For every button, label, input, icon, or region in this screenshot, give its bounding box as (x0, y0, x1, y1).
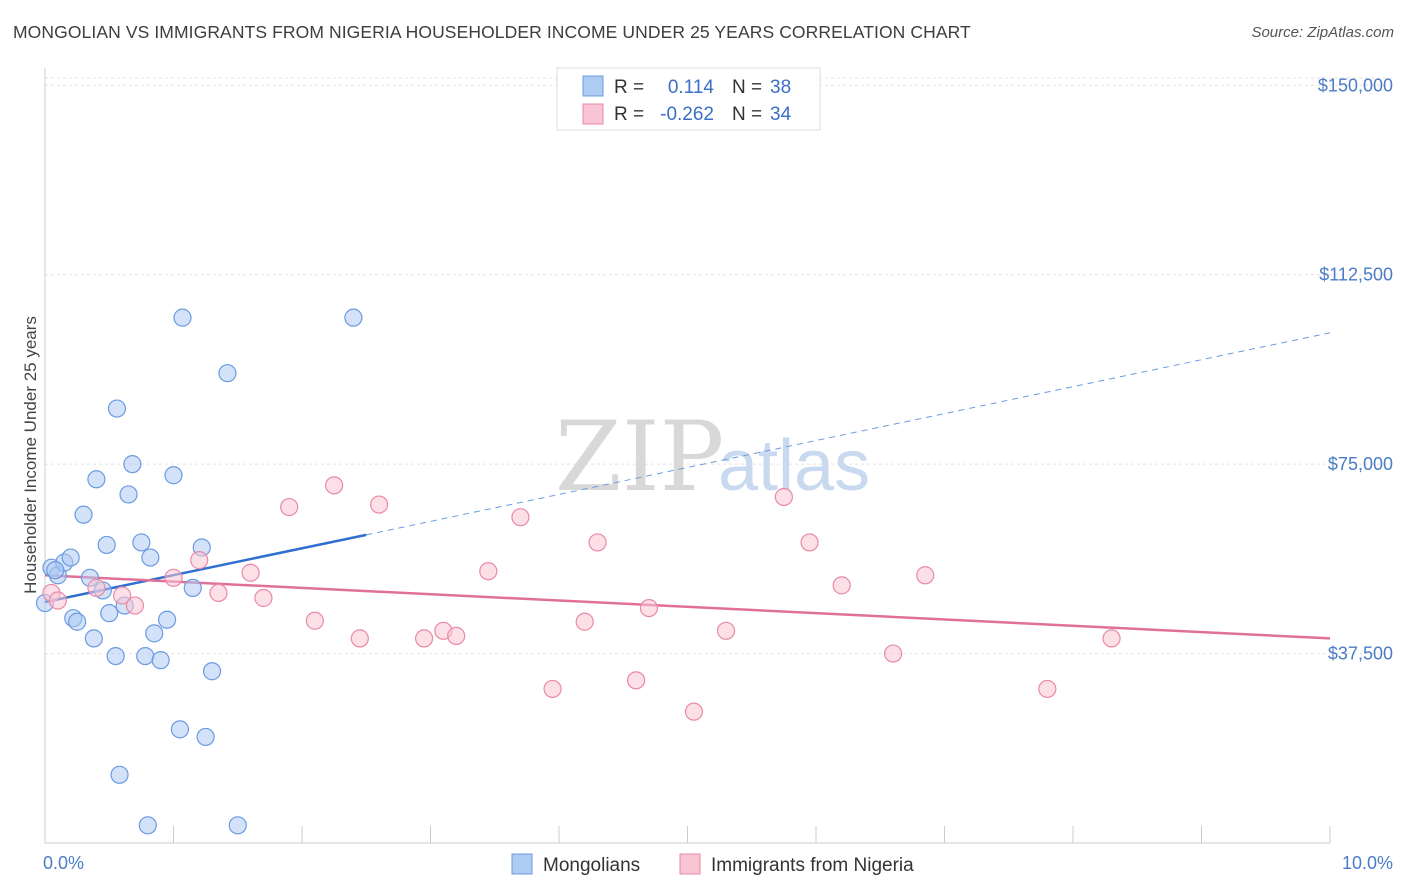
point-mongolians-12 (97, 535, 116, 555)
y-tick-label-1: $75,000 (1328, 454, 1393, 474)
point-nigeria-8 (280, 497, 299, 517)
bottom-legend: Mongolians Immigrants from Nigeria (511, 853, 914, 876)
point-nigeria-1 (112, 586, 132, 605)
y-tick-label-2: $112,500 (1319, 265, 1393, 285)
chart-title: MONGOLIAN VS IMMIGRANTS FROM NIGERIA HOU… (13, 22, 971, 42)
y-tick-label-3: $150,000 (1318, 75, 1393, 95)
point-mongolians-7 (74, 505, 93, 524)
x-tick-label-min: 0.0% (43, 853, 84, 873)
point-nigeria-3 (164, 568, 183, 587)
trend-line-nigeria (44, 574, 1331, 640)
bottom-legend-label-nigeria: Immigrants from Nigeria (711, 855, 914, 876)
point-nigeria-21 (626, 671, 646, 690)
legend-n-label-nigeria: N = (732, 104, 762, 125)
legend-n-label-mongolians: N = (732, 77, 762, 98)
point-mongolians-14 (106, 646, 125, 666)
point-nigeria-2 (125, 596, 145, 615)
point-nigeria-22 (639, 598, 659, 618)
point-mongolians-37 (46, 561, 65, 580)
bottom-legend-swatch-nigeria (679, 853, 701, 875)
point-nigeria-6 (241, 563, 260, 582)
legend-r-value-mongolians: 0.114 (668, 77, 715, 98)
point-nigeria-32 (48, 591, 67, 610)
legend-r-label-nigeria: R = (614, 104, 644, 125)
point-mongolians-28 (170, 720, 190, 739)
point-nigeria-16 (479, 562, 498, 581)
legend: R = 0.114 N = 38 R = -0.262 N = 34 (556, 67, 821, 131)
point-nigeria-5 (209, 583, 228, 603)
point-mongolians-36 (344, 308, 363, 327)
source-label: Source: ZipAtlas.com (1251, 24, 1394, 41)
series-mongolians (35, 308, 363, 835)
watermark-zip: ZIP (555, 401, 724, 513)
point-nigeria-25 (774, 487, 793, 507)
point-mongolians-21 (136, 646, 155, 666)
point-nigeria-18 (543, 679, 562, 699)
point-nigeria-27 (832, 576, 851, 595)
point-mongolians-19 (123, 455, 142, 474)
point-mongolians-15 (107, 399, 127, 418)
legend-swatch-mongolians (582, 75, 604, 97)
point-nigeria-13 (414, 629, 434, 648)
point-mongolians-4 (61, 548, 80, 567)
bottom-legend-swatch-mongolians (511, 853, 533, 875)
point-mongolians-23 (141, 548, 160, 567)
point-mongolians-33 (202, 662, 222, 681)
point-mongolians-35 (228, 816, 247, 835)
point-nigeria-17 (511, 508, 530, 527)
watermark: ZIP atlas (555, 401, 870, 513)
x-tick-labels: 0.0% 10.0% (43, 853, 1393, 873)
legend-r-value-nigeria: -0.262 (660, 104, 714, 125)
legend-swatch-nigeria (582, 103, 604, 125)
point-nigeria-4 (190, 551, 209, 570)
point-mongolians-32 (196, 727, 215, 747)
series-nigeria (42, 476, 1121, 721)
legend-n-value-nigeria: 34 (770, 104, 792, 125)
point-mongolians-20 (132, 533, 151, 552)
bottom-legend-label-mongolians: Mongolians (543, 855, 640, 876)
point-mongolians-27 (164, 466, 183, 485)
x-tick-label-max: 10.0% (1342, 853, 1393, 873)
point-mongolians-26 (157, 610, 177, 629)
point-mongolians-24 (145, 624, 164, 643)
point-nigeria-11 (350, 629, 369, 648)
legend-r-label-mongolians: R = (614, 77, 644, 98)
point-nigeria-20 (588, 533, 607, 552)
point-mongolians-34 (218, 364, 237, 383)
point-nigeria-26 (800, 533, 819, 552)
point-mongolians-16 (110, 765, 129, 784)
point-nigeria-12 (370, 495, 389, 514)
point-mongolians-30 (183, 578, 202, 597)
point-nigeria-24 (716, 621, 736, 640)
point-mongolians-13 (100, 604, 119, 623)
legend-n-value-mongolians: 38 (770, 77, 791, 98)
data-points (35, 308, 1121, 835)
point-nigeria-29 (916, 566, 935, 585)
y-tick-label-0: $37,500 (1328, 644, 1393, 664)
point-nigeria-15 (447, 626, 466, 645)
watermark-atlas: atlas (718, 426, 870, 506)
point-nigeria-28 (883, 644, 903, 663)
point-nigeria-31 (1102, 629, 1121, 648)
point-nigeria-30 (1038, 679, 1057, 699)
point-nigeria-10 (325, 476, 344, 495)
y-axis-label: Householder Income Under 25 years (21, 316, 40, 594)
point-mongolians-9 (84, 629, 103, 648)
point-mongolians-10 (87, 470, 106, 489)
point-nigeria-33 (87, 578, 106, 597)
y-tick-labels: $37,500 $75,000 $112,500 $150,000 (1318, 75, 1393, 663)
point-mongolians-29 (173, 308, 192, 327)
point-nigeria-23 (684, 702, 704, 721)
point-nigeria-9 (305, 611, 324, 630)
point-nigeria-19 (575, 612, 594, 631)
point-mongolians-18 (119, 485, 138, 504)
axes (44, 68, 1331, 844)
point-mongolians-22 (138, 816, 157, 835)
point-nigeria-7 (254, 588, 273, 608)
point-mongolians-25 (151, 651, 170, 670)
point-mongolians-6 (68, 612, 87, 631)
